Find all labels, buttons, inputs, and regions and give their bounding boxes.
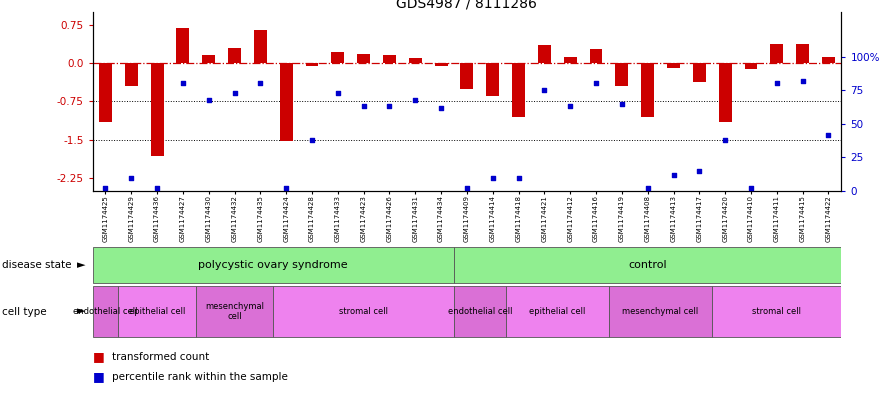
Bar <box>564 57 577 63</box>
Point <box>796 78 810 84</box>
FancyBboxPatch shape <box>196 286 273 338</box>
Bar <box>667 63 680 68</box>
Point <box>357 103 371 110</box>
Bar <box>719 63 731 122</box>
Bar <box>203 55 215 63</box>
Point <box>382 103 396 110</box>
Bar <box>254 30 267 63</box>
Bar <box>357 54 370 63</box>
Point <box>227 90 241 96</box>
Title: GDS4987 / 8111286: GDS4987 / 8111286 <box>396 0 537 11</box>
Bar <box>796 44 809 63</box>
Bar <box>99 63 112 122</box>
Bar <box>641 63 654 117</box>
Point <box>279 185 293 191</box>
Point <box>99 185 113 191</box>
Text: mesenchymal
cell: mesenchymal cell <box>205 302 264 321</box>
Text: epithelial cell: epithelial cell <box>129 307 185 316</box>
Point <box>202 97 216 103</box>
Point <box>821 131 835 138</box>
Point <box>305 137 319 143</box>
Point <box>460 185 474 191</box>
Bar <box>512 63 525 117</box>
Bar <box>331 52 344 63</box>
Point <box>150 185 164 191</box>
Point <box>330 90 344 96</box>
Point <box>770 80 784 86</box>
FancyBboxPatch shape <box>273 286 454 338</box>
Bar <box>822 57 835 63</box>
Text: mesenchymal cell: mesenchymal cell <box>623 307 699 316</box>
Text: control: control <box>628 260 667 270</box>
Text: ►: ► <box>77 307 85 317</box>
Text: endothelial cell: endothelial cell <box>73 307 137 316</box>
Bar <box>176 28 189 63</box>
Bar <box>409 58 422 63</box>
Bar <box>125 63 137 86</box>
FancyBboxPatch shape <box>93 286 118 338</box>
Point <box>744 185 758 191</box>
FancyBboxPatch shape <box>118 286 196 338</box>
Text: transformed count: transformed count <box>112 352 209 362</box>
Point <box>640 185 655 191</box>
Bar <box>692 63 706 83</box>
Point <box>563 103 577 110</box>
Bar <box>616 63 628 86</box>
Point <box>718 137 732 143</box>
FancyBboxPatch shape <box>609 286 712 338</box>
Bar <box>589 49 603 63</box>
Point <box>512 174 526 181</box>
Text: stromal cell: stromal cell <box>752 307 802 316</box>
FancyBboxPatch shape <box>454 286 506 338</box>
Bar <box>486 63 500 96</box>
Point <box>692 168 707 174</box>
Point <box>537 87 552 94</box>
Bar <box>383 55 396 63</box>
Text: ■: ■ <box>93 370 104 383</box>
Text: percentile rank within the sample: percentile rank within the sample <box>112 371 288 382</box>
Point <box>176 80 190 86</box>
Bar <box>228 48 241 63</box>
Text: polycystic ovary syndrome: polycystic ovary syndrome <box>198 260 348 270</box>
Point <box>615 101 629 107</box>
Text: cell type: cell type <box>2 307 47 317</box>
Text: disease state: disease state <box>2 260 71 270</box>
Text: epithelial cell: epithelial cell <box>529 307 586 316</box>
FancyBboxPatch shape <box>454 247 841 283</box>
Point <box>434 105 448 111</box>
Bar <box>744 63 758 69</box>
Text: stromal cell: stromal cell <box>339 307 389 316</box>
Point <box>124 174 138 181</box>
Bar <box>434 63 448 66</box>
Point <box>589 80 603 86</box>
Bar <box>770 44 783 63</box>
Bar <box>151 63 164 156</box>
Text: ■: ■ <box>93 350 104 363</box>
FancyBboxPatch shape <box>506 286 609 338</box>
Bar <box>461 63 473 89</box>
Bar <box>279 63 292 141</box>
Point <box>254 80 268 86</box>
Text: endothelial cell: endothelial cell <box>448 307 512 316</box>
Point <box>666 172 680 178</box>
Bar <box>306 63 318 66</box>
FancyBboxPatch shape <box>712 286 841 338</box>
Point <box>485 174 500 181</box>
Text: ►: ► <box>77 260 85 270</box>
Bar <box>538 45 551 63</box>
FancyBboxPatch shape <box>93 247 454 283</box>
Point <box>408 97 422 103</box>
